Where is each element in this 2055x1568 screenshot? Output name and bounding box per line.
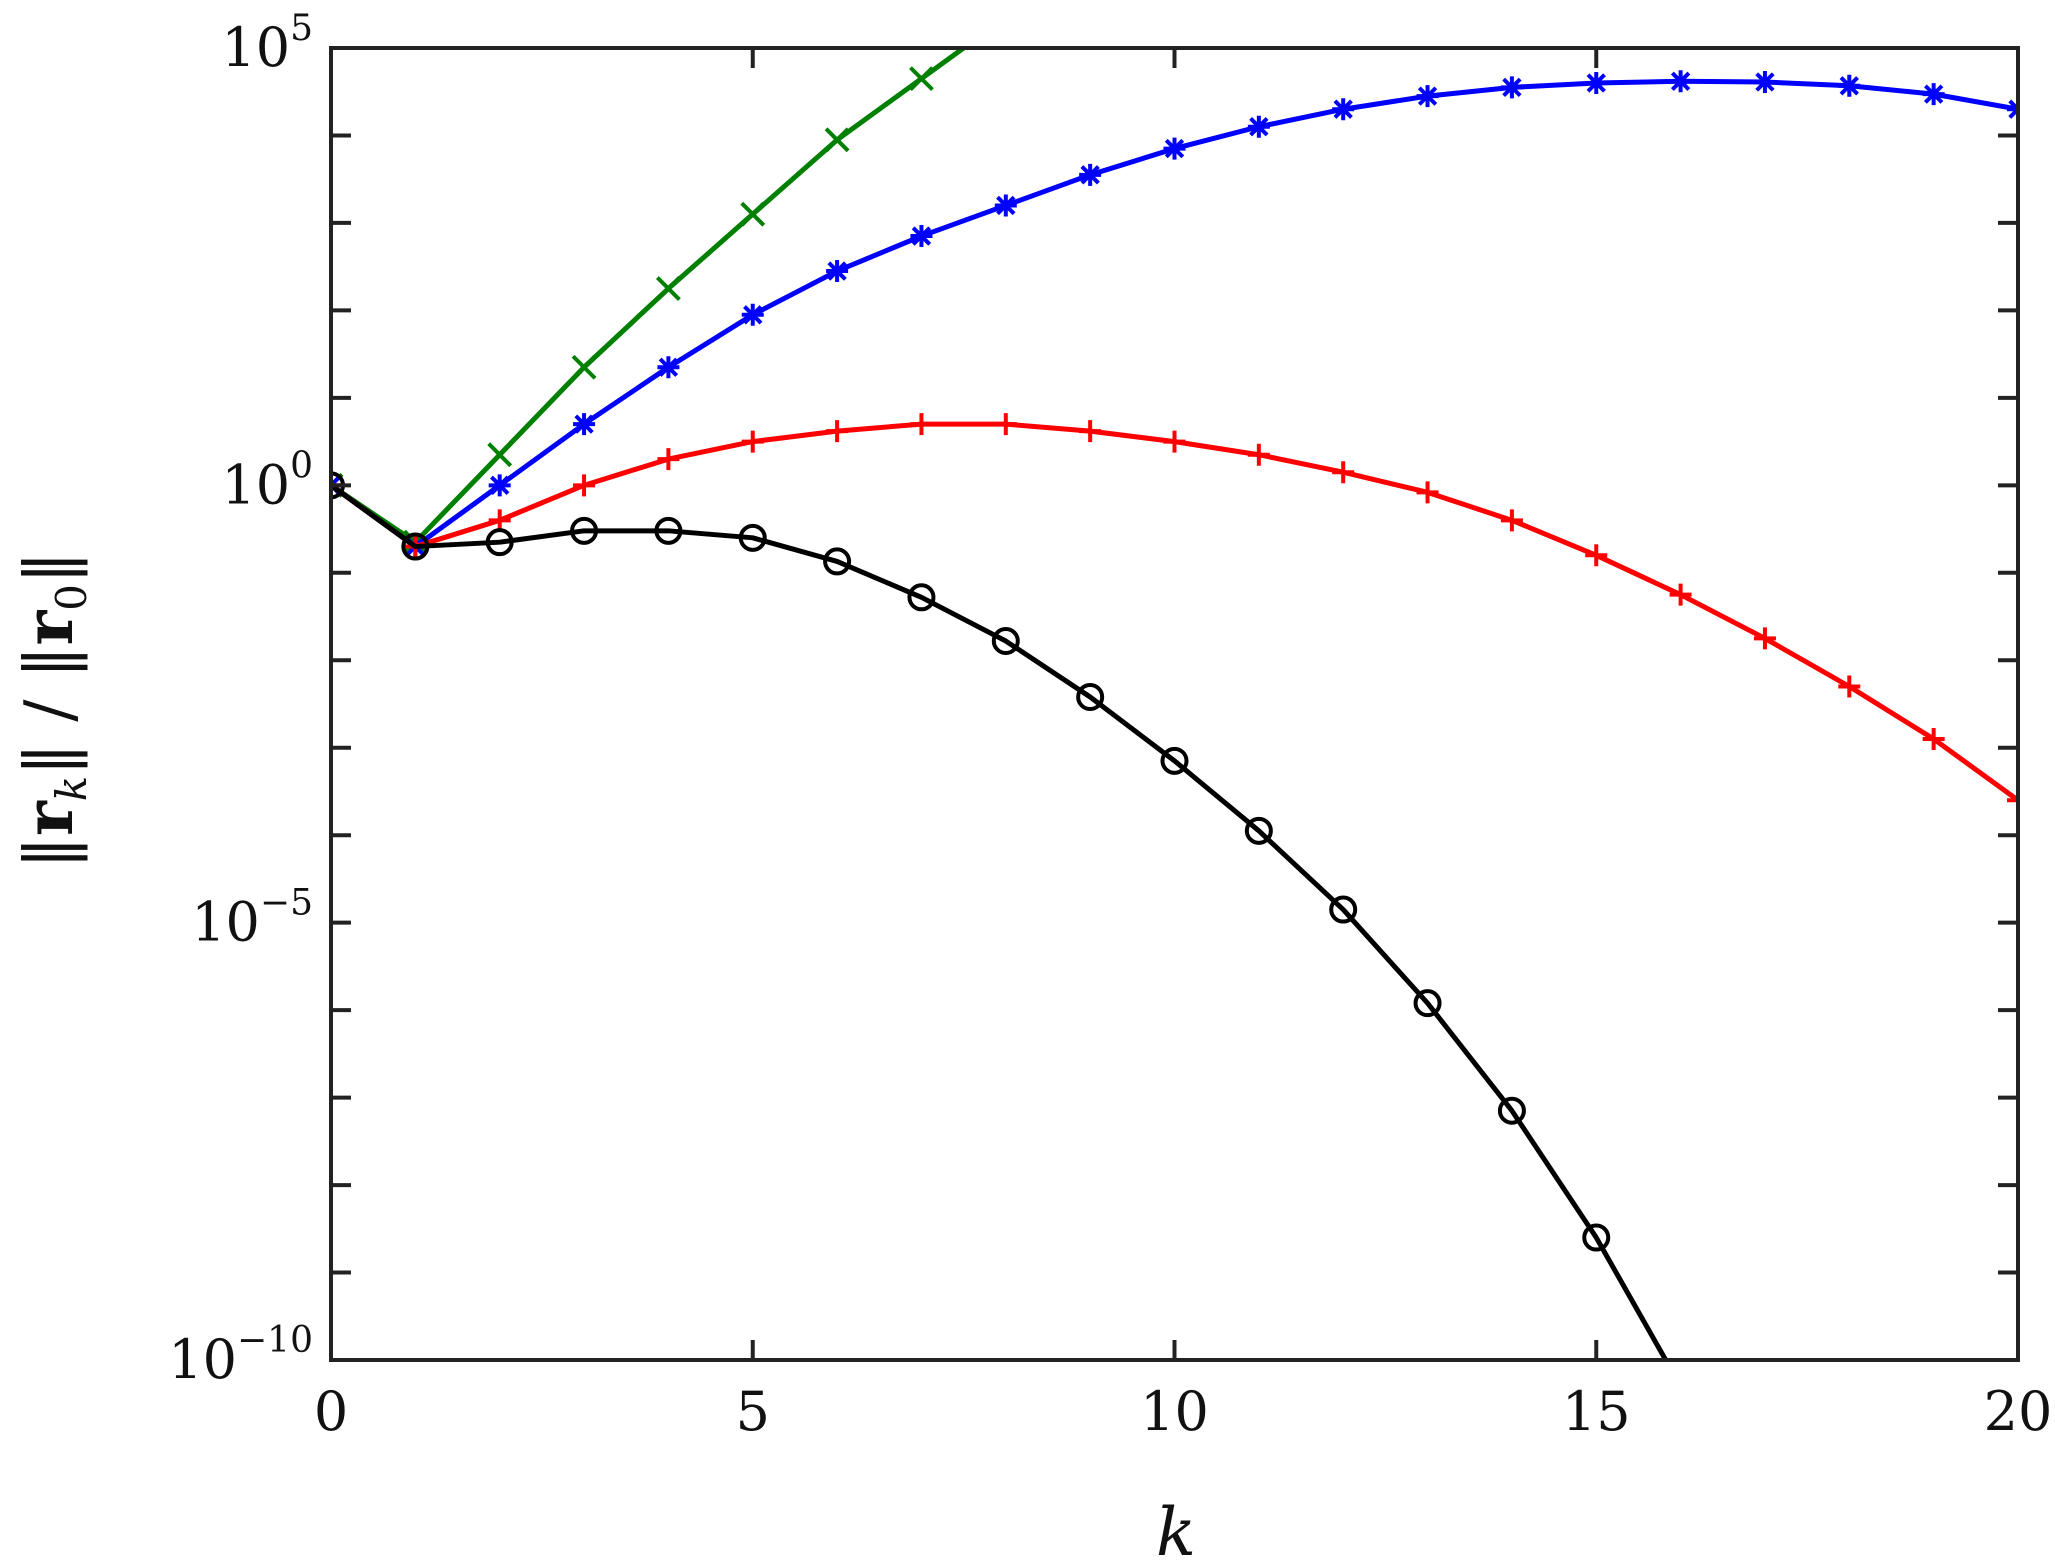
series-3-point-13: [1413, 989, 1442, 1018]
series-3-point-15: [1582, 1223, 1611, 1252]
series-1-point-14: [1500, 76, 1523, 99]
x-tick-label-3: 15: [1562, 1380, 1631, 1443]
series-2-point-3: [573, 474, 596, 497]
series-2-point-17: [1753, 627, 1776, 650]
series-1-point-11: [1247, 115, 1270, 138]
series-0-point-5: [740, 201, 766, 227]
series-2-point-19: [1922, 727, 1945, 750]
series-2-point-4: [657, 448, 680, 471]
series-3-point-6: [823, 547, 852, 576]
series-3-point-10: [1160, 746, 1189, 775]
series-2-point-18: [1838, 675, 1861, 698]
y-tick-label-1: 100: [221, 445, 313, 516]
series-1-point-8: [994, 194, 1017, 217]
series-0-point-6: [824, 127, 850, 153]
series-3-line: [331, 483, 1669, 1360]
axes-box: [329, 46, 2020, 1362]
series-2-point-2: [488, 509, 511, 532]
series-1-point-18: [1838, 74, 1861, 97]
series-3-point-16: [1669, 1374, 1693, 1398]
series-1-point-6: [826, 260, 849, 283]
series-1-point-7: [910, 225, 933, 248]
series-2-point-15: [1585, 544, 1608, 567]
series-2-point-20: [2007, 789, 2018, 812]
axes: [329, 46, 2020, 1362]
series-3-point-14: [1497, 1096, 1526, 1125]
series-2: [331, 413, 2018, 812]
series-2-point-14: [1500, 509, 1523, 532]
series-2-point-10: [1163, 430, 1186, 453]
series-0-point-7: [909, 66, 934, 92]
y-tick-label-3: 10−10: [168, 1320, 313, 1391]
series-1-point-3: [573, 413, 596, 436]
y-axis-label: ‖rk‖ / ‖r0‖: [10, 551, 96, 869]
x-tick-label-1: 5: [736, 1380, 770, 1443]
series-3-point-11: [1244, 816, 1273, 845]
series-0-point-8: [995, 6, 1017, 28]
series-2-point-13: [1416, 481, 1439, 504]
series-1-point-4: [657, 356, 680, 379]
series-3: [331, 471, 1693, 1398]
series-2-point-6: [826, 420, 849, 443]
series-2-point-5: [741, 430, 764, 453]
series-3-point-8: [991, 627, 1020, 656]
series-2-point-12: [1332, 461, 1355, 484]
series-2-point-16: [1669, 583, 1692, 606]
series-2-point-8: [994, 413, 1017, 436]
series-0-point-3: [571, 354, 597, 380]
series-3-point-4: [654, 516, 683, 545]
series-3-point-9: [1076, 683, 1105, 712]
series-3-point-2: [485, 528, 514, 557]
series-1-point-13: [1416, 85, 1439, 108]
series-0-point-4: [655, 276, 681, 301]
x-tick-label-4: 20: [1984, 1380, 2053, 1443]
series-1-point-19: [1922, 83, 1945, 106]
series-2-point-11: [1247, 443, 1270, 466]
series-0: [331, 6, 1017, 555]
x-tick-label-0: 0: [314, 1380, 348, 1443]
series-3-point-3: [570, 516, 599, 545]
series-0-point-2: [487, 442, 513, 468]
ticks: 0 5 10 15 20 105 100 10−5 10−10: [168, 8, 2052, 1443]
series-2-point-9: [1079, 420, 1102, 443]
series-1-point-15: [1585, 72, 1608, 95]
series-1-point-16: [1669, 70, 1692, 93]
series-2-point-7: [910, 413, 933, 436]
x-tick-label-2: 10: [1140, 1380, 1209, 1443]
series-3-point-12: [1329, 895, 1358, 924]
y-tick-label-0: 105: [221, 8, 313, 79]
series-3-point-1: [401, 532, 430, 561]
plot-area: [331, 6, 2018, 1398]
x-axis-label: k: [1156, 1494, 1196, 1568]
series-1-point-12: [1332, 98, 1355, 121]
series-3-point-7: [907, 583, 936, 612]
series-1-point-2: [488, 474, 511, 497]
series-1-point-10: [1163, 137, 1186, 160]
series-1-point-17: [1753, 70, 1776, 93]
series-3-point-5: [738, 523, 767, 552]
y-tick-label-2: 10−5: [191, 883, 313, 954]
series-1-point-5: [741, 303, 764, 326]
series-1-point-9: [1079, 163, 1102, 186]
